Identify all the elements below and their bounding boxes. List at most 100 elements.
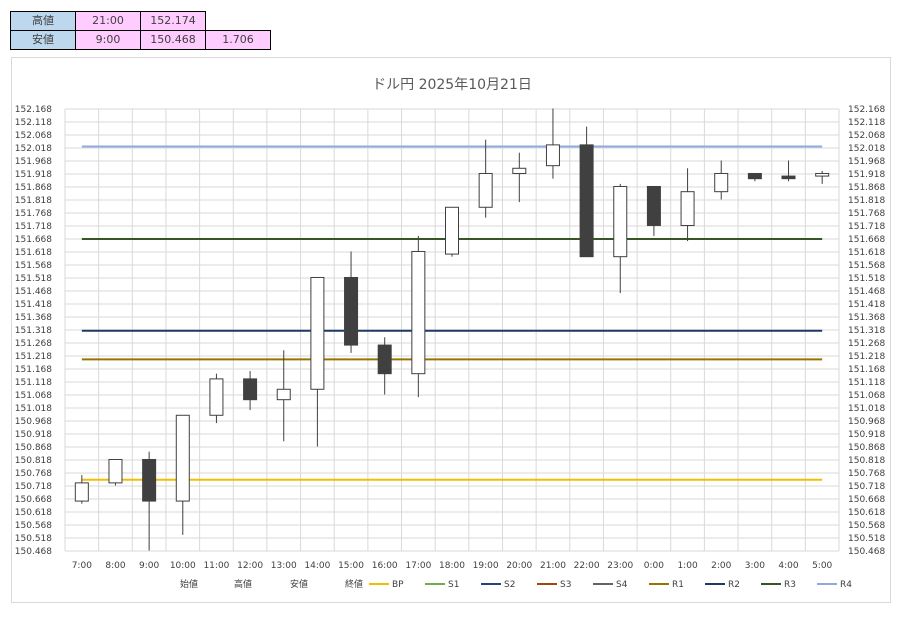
legend-label-r1: R1 — [672, 580, 684, 590]
y-tick-label-right: 151.118 — [848, 378, 885, 388]
x-tick-label: 5:00 — [812, 561, 832, 571]
y-tick-label-left: 150.768 — [15, 469, 52, 479]
legend-label-s2: S2 — [504, 580, 515, 590]
candle-body — [680, 191, 695, 226]
legend-label-ohlc: 終値 — [345, 578, 363, 590]
y-tick-label-right: 151.518 — [848, 274, 885, 284]
candlestick-chart: ドル円 2025年10月21日 152.168 152.118 152.068 152… — [15, 77, 886, 590]
candle — [646, 185, 661, 236]
candle — [815, 170, 830, 184]
y-tick-label-left: 151.318 — [15, 326, 52, 336]
legend-label-s3: S3 — [560, 580, 571, 590]
y-tick-label-right: 151.718 — [848, 222, 885, 232]
y-tick-label-left: 151.518 — [15, 274, 52, 284]
candle — [276, 350, 291, 442]
candle — [74, 475, 89, 504]
candle — [781, 160, 796, 182]
y-tick-label-left: 151.368 — [15, 313, 52, 323]
y-tick-label-right: 150.718 — [848, 482, 885, 492]
y-tick-label-left: 151.118 — [15, 378, 52, 388]
y-tick-label-right: 152.018 — [848, 144, 885, 154]
high-time-cell: 21:00 — [75, 11, 141, 31]
candle-body — [377, 344, 392, 375]
candle — [579, 126, 594, 258]
y-tick-label-right: 150.968 — [848, 417, 885, 427]
y-tick-label-right: 152.118 — [848, 118, 885, 128]
y-tick-label-left: 150.568 — [15, 521, 52, 531]
low-label-cell: 安値 — [10, 30, 76, 50]
y-tick-label-right: 151.768 — [848, 209, 885, 219]
candle — [545, 108, 560, 179]
x-tick-label: 7:00 — [72, 561, 92, 571]
high-price-cell: 152.174 — [140, 11, 206, 31]
candle — [377, 337, 392, 395]
candle-body — [74, 482, 89, 502]
y-tick-label-left: 151.818 — [15, 196, 52, 206]
x-tick-label: 2:00 — [711, 561, 731, 571]
y-tick-label-left: 151.568 — [15, 261, 52, 271]
y-tick-label-right: 151.818 — [848, 196, 885, 206]
candle-body — [781, 175, 796, 180]
candle — [142, 451, 157, 551]
y-tick-label-left: 151.068 — [15, 391, 52, 401]
y-tick-label-left: 151.418 — [15, 300, 52, 310]
candle-body — [344, 276, 359, 346]
y-tick-label-right: 151.368 — [848, 313, 885, 323]
x-tick-label: 20:00 — [506, 561, 532, 571]
x-tick-label: 1:00 — [677, 561, 697, 571]
y-tick-label-left: 151.768 — [15, 209, 52, 219]
y-tick-label-right: 150.668 — [848, 495, 885, 505]
legend-label-r3: R3 — [784, 580, 796, 590]
candle-body — [512, 167, 527, 174]
y-tick-label-left: 151.268 — [15, 339, 52, 349]
y-tick-label-right: 151.618 — [848, 248, 885, 258]
candle-body — [646, 185, 661, 226]
x-tick-label: 12:00 — [237, 561, 263, 571]
y-tick-label-left: 150.668 — [15, 495, 52, 505]
candle — [243, 371, 258, 411]
y-axis-left: 152.168 152.118 152.068 152.018 151.968 151.9… — [15, 105, 52, 557]
candle — [411, 235, 426, 398]
candle — [209, 373, 224, 424]
candle — [680, 168, 695, 242]
candle — [445, 206, 459, 257]
y-tick-label-left: 150.868 — [15, 443, 52, 453]
candle-body — [108, 458, 123, 484]
x-tick-label: 17:00 — [405, 561, 431, 571]
y-tick-label-right: 151.468 — [848, 287, 885, 297]
y-tick-label-right: 150.568 — [848, 521, 885, 531]
y-tick-label-right: 152.068 — [848, 131, 885, 141]
candle-body — [478, 172, 493, 208]
x-tick-label: 14:00 — [304, 561, 330, 571]
x-tick-label: 16:00 — [372, 561, 398, 571]
candle — [714, 160, 729, 200]
y-tick-label-right: 151.268 — [848, 339, 885, 349]
legend-label-ohlc: 安値 — [290, 578, 308, 590]
candle-body — [747, 172, 762, 180]
x-tick-label: 11:00 — [203, 561, 229, 571]
candle-body — [310, 276, 325, 390]
x-tick-label: 21:00 — [540, 561, 566, 571]
y-tick-label-left: 150.468 — [15, 547, 52, 557]
legend-label-r2: R2 — [728, 580, 740, 590]
legend-label-s1: S1 — [448, 580, 459, 590]
y-tick-label-left: 151.018 — [15, 404, 52, 414]
legend-label-bp: BP — [392, 580, 404, 590]
y-tick-label-left: 151.218 — [15, 352, 52, 362]
legend: 始値 高値 安値 終値 BP S1 S2 S3 S4 R1 R2 R3 R4 — [180, 578, 852, 590]
x-axis: 7:00 8:00 9:00 10:00 11:00 12:00 13:00 14:00 15:… — [72, 561, 833, 571]
candle-body — [276, 388, 291, 401]
candle — [613, 183, 628, 294]
y-tick-label-left: 152.118 — [15, 118, 52, 128]
y-tick-label-left: 151.968 — [15, 157, 52, 167]
candle-body — [175, 414, 190, 502]
y-tick-label-left: 150.968 — [15, 417, 52, 427]
y-tick-label-left: 152.168 — [15, 105, 52, 115]
y-tick-label-left: 152.068 — [15, 131, 52, 141]
chart-title: ドル円 2025年10月21日 — [372, 77, 532, 93]
x-tick-label: 15:00 — [338, 561, 364, 571]
y-tick-label-left: 151.468 — [15, 287, 52, 297]
x-tick-label: 22:00 — [574, 561, 600, 571]
candle-body — [579, 144, 594, 258]
y-tick-label-right: 151.168 — [848, 365, 885, 375]
